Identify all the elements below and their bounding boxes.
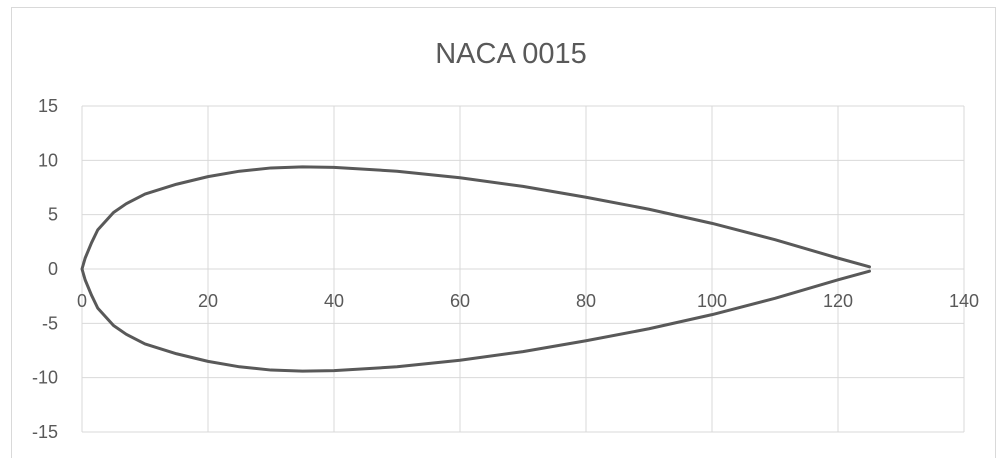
x-tick-label: 100 (697, 291, 727, 311)
y-tick-label: -5 (42, 313, 58, 333)
x-tick-label: 60 (450, 291, 470, 311)
y-tick-label: 0 (48, 259, 58, 279)
y-tick-labels: 15 10 5 0 -5 -10 -15 (32, 96, 58, 442)
y-tick-label: 10 (38, 150, 58, 170)
y-tick-label: -10 (32, 368, 58, 388)
gridlines (82, 106, 964, 432)
y-tick-label: 15 (38, 96, 58, 116)
x-tick-label: 40 (324, 291, 344, 311)
x-tick-labels: 0 20 40 60 80 100 120 140 (77, 291, 979, 311)
y-tick-label: 5 (48, 205, 58, 225)
x-tick-label: 140 (949, 291, 979, 311)
y-tick-label: -15 (32, 422, 58, 442)
x-tick-label: 20 (198, 291, 218, 311)
x-tick-label: 0 (77, 291, 87, 311)
x-tick-label: 80 (576, 291, 596, 311)
x-tick-label: 120 (823, 291, 853, 311)
chart-title: NACA 0015 (435, 38, 587, 70)
